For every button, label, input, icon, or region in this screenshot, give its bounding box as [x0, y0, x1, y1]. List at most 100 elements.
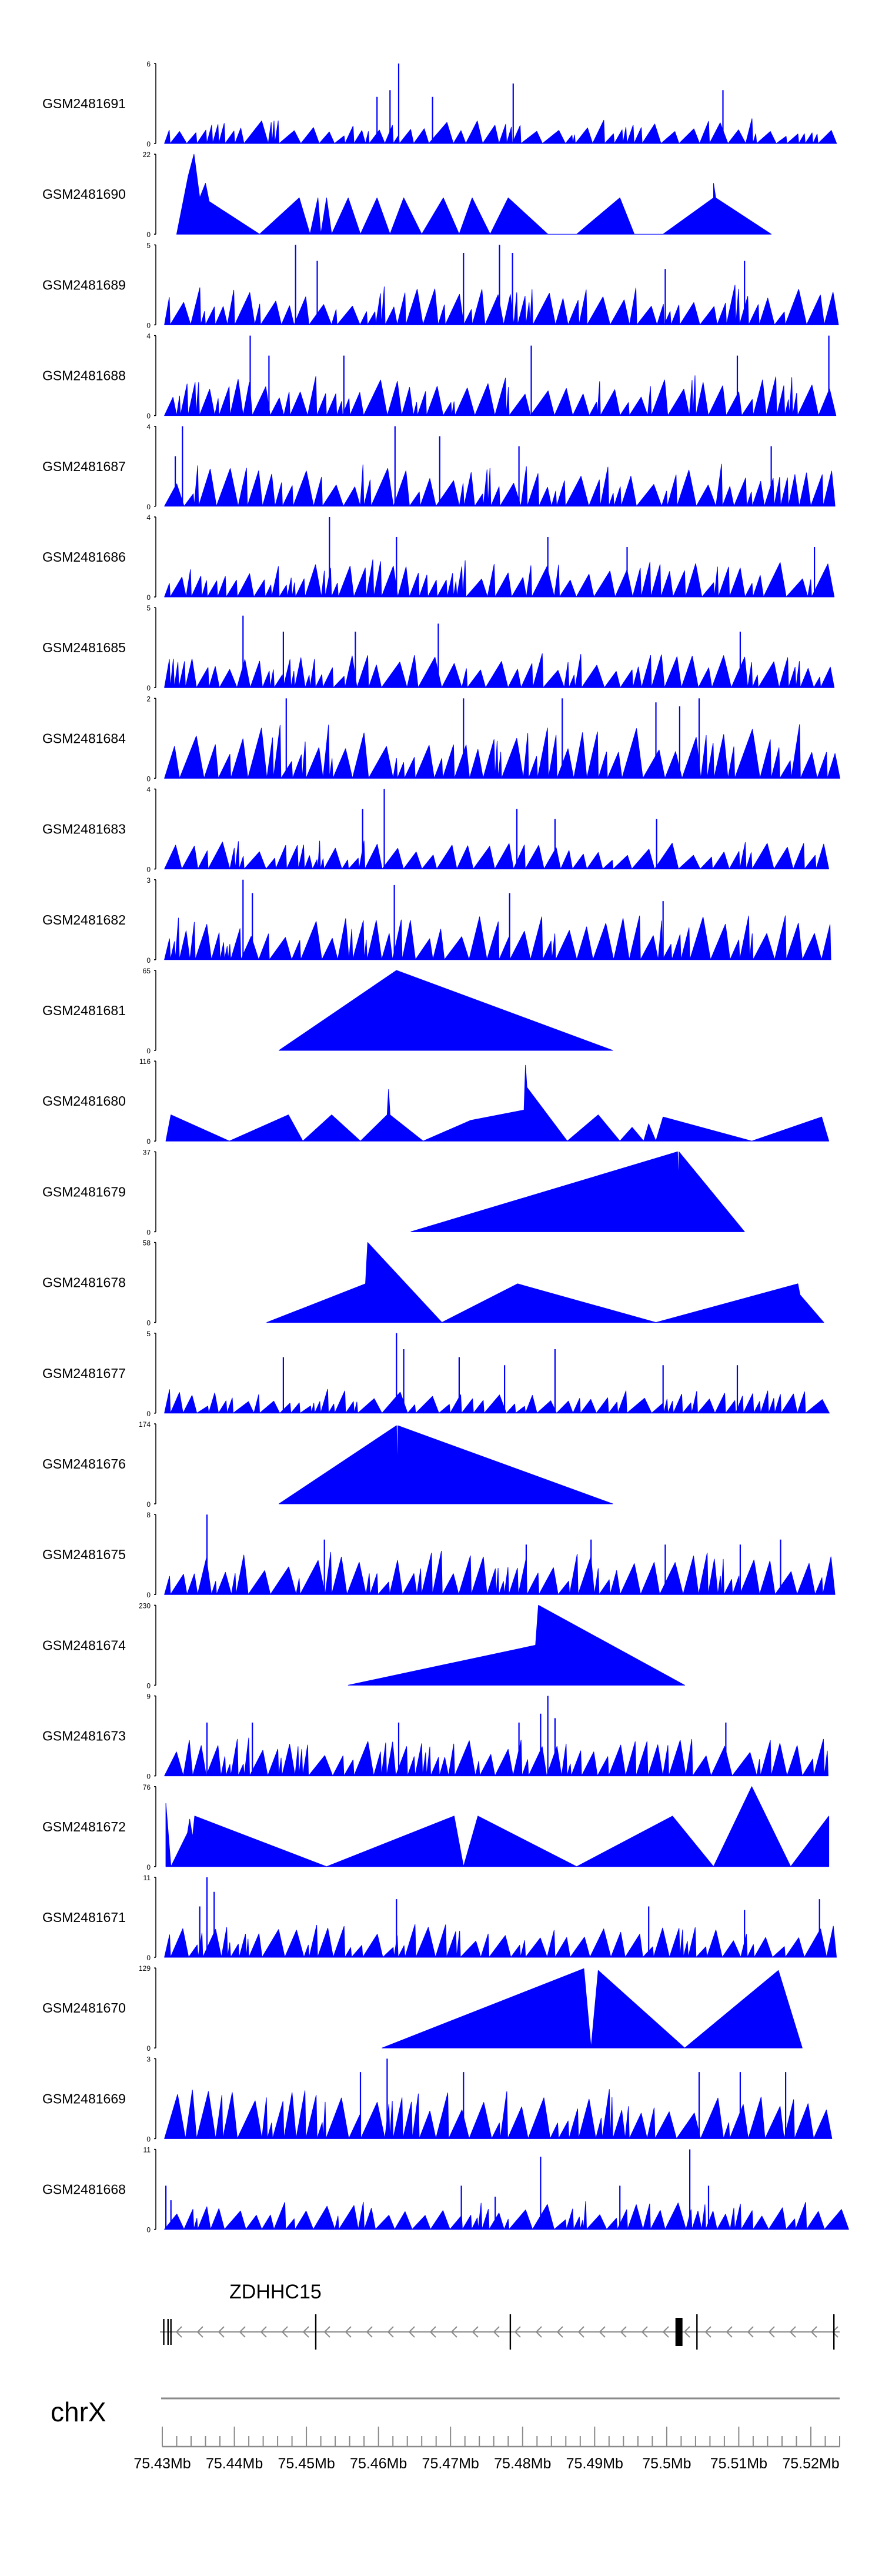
track-GSM2481679: GSM2481679 37 0 [42, 1148, 745, 1236]
y-tick-label-min: 0 [146, 1228, 151, 1236]
track-label: GSM2481670 [42, 2000, 126, 2016]
track-label: GSM2481671 [42, 1910, 126, 1925]
axis-tick-label: 75.51Mb [710, 2455, 767, 2472]
y-tick-label-min: 0 [146, 866, 151, 874]
track-GSM2481670: GSM2481670 129 0 [42, 1964, 803, 2053]
track-label: GSM2481677 [42, 1366, 126, 1381]
y-tick-label-min: 0 [146, 2226, 151, 2234]
strand-arrow [641, 2326, 648, 2338]
strand-arrow [789, 2326, 796, 2338]
y-tick-label-max: 11 [143, 2146, 151, 2154]
strand-arrow [620, 2326, 627, 2338]
strand-arrow [768, 2326, 775, 2338]
genome-axis: 75.43Mb 75.44Mb 75.45Mb 75.46Mb 75.47Mb 75.48… [133, 2427, 840, 2472]
strand-arrow [683, 2326, 690, 2338]
track-label: GSM2481680 [42, 1093, 126, 1109]
coverage-area [164, 724, 840, 779]
track-GSM2481668: GSM2481668 11 0 [42, 2146, 849, 2234]
track-label: GSM2481669 [42, 2091, 126, 2106]
track-label: GSM2481684 [42, 730, 126, 746]
coding-exon [675, 2318, 683, 2346]
track-GSM2481669: GSM2481669 3 0 [42, 2055, 833, 2143]
y-tick-label-max: 76 [143, 1783, 151, 1791]
axis-tick-label: 75.49Mb [566, 2455, 623, 2472]
coverage-area [164, 2089, 833, 2139]
y-tick-label-min: 0 [146, 412, 151, 421]
track-GSM2481671: GSM2481671 11 0 [42, 1874, 837, 1962]
y-tick-label-max: 5 [146, 1330, 151, 1338]
track-label: GSM2481687 [42, 459, 126, 474]
strand-arrow [366, 2326, 373, 2338]
y-tick-label-min: 0 [146, 231, 151, 239]
gene-model [160, 2314, 840, 2350]
strand-arrow [704, 2326, 711, 2338]
y-tick-label-min: 0 [146, 1773, 151, 1781]
y-tick-label-min: 0 [146, 1047, 151, 1055]
track-label: GSM2481676 [42, 1456, 126, 1471]
track-label: GSM2481689 [42, 277, 126, 292]
y-tick-label-min: 0 [146, 1954, 151, 1962]
strand-arrow [260, 2326, 267, 2338]
axis-tick-label: 75.48Mb [494, 2455, 551, 2472]
chromosome-track: chrX [51, 2397, 840, 2427]
track-label: GSM2481673 [42, 1729, 126, 1744]
y-tick-label-max: 5 [146, 604, 151, 612]
track-label: GSM2481681 [42, 1003, 126, 1018]
data-tracks: GSM248169160GSM2481690220GSM248168950GSM… [42, 60, 849, 2234]
axis-tick-label: 75.46Mb [350, 2455, 407, 2472]
y-tick-label-min: 0 [146, 956, 151, 965]
y-tick-label-max: 174 [139, 1420, 151, 1429]
coverage-area [382, 1968, 803, 2048]
strand-arrow [281, 2326, 288, 2338]
coverage-area [164, 2201, 849, 2230]
coverage-area [164, 1737, 828, 1777]
strand-arrow [747, 2326, 754, 2338]
y-tick-label-min: 0 [146, 775, 151, 783]
y-tick-label-max: 4 [146, 332, 151, 341]
y-tick-label-min: 0 [146, 140, 151, 148]
y-tick-label-max: 65 [143, 967, 151, 975]
track-GSM2481682: GSM2481682 3 0 [42, 876, 831, 965]
strand-arrow [556, 2326, 563, 2338]
strand-arrow [577, 2326, 584, 2338]
strand-arrow [196, 2326, 203, 2338]
track-GSM2481686: GSM2481686 4 0 [42, 513, 835, 602]
coverage-area [266, 1242, 824, 1323]
axis-tick-label: 75.44Mb [206, 2455, 263, 2472]
coverage-area [164, 915, 831, 960]
y-tick-label-max: 8 [146, 1511, 151, 1519]
strand-arrow [323, 2326, 330, 2338]
axis-tick-label: 75.47Mb [422, 2455, 479, 2472]
strand-arrow [429, 2326, 436, 2338]
strand-arrow [408, 2326, 415, 2338]
track-label: GSM2481668 [42, 2182, 126, 2197]
axis-tick-label: 75.43Mb [133, 2455, 191, 2472]
track-GSM2481684: GSM2481684 2 0 [42, 695, 840, 783]
y-tick-label-min: 0 [146, 1137, 151, 1146]
gene-name-label: ZDHHC15 [229, 2281, 322, 2303]
y-tick-label-min: 0 [146, 503, 151, 511]
y-tick-label-min: 0 [146, 2135, 151, 2143]
track-label: GSM2481688 [42, 368, 126, 383]
track-GSM2481680: GSM2481680 116 0 [42, 1057, 830, 1146]
y-tick-label-max: 4 [146, 786, 151, 794]
track-label: GSM2481675 [42, 1547, 126, 1562]
y-tick-label-max: 9 [146, 1693, 151, 1701]
track-label: GSM2481685 [42, 640, 126, 655]
y-tick-label-min: 0 [146, 1500, 151, 1509]
strand-arrow [599, 2326, 606, 2338]
strand-arrow [535, 2326, 542, 2338]
track-label: GSM2481683 [42, 822, 126, 837]
strand-arrow [514, 2326, 521, 2338]
strand-arrow [493, 2326, 500, 2338]
strand-arrow [218, 2326, 225, 2338]
track-GSM2481687: GSM2481687 4 0 [42, 423, 836, 511]
coverage-area [279, 1425, 613, 1504]
y-tick-label-max: 5 [146, 241, 151, 249]
track-GSM2481689: GSM2481689 5 0 [42, 241, 839, 329]
coverage-area [348, 1604, 685, 1686]
y-tick-label-max: 11 [143, 1874, 151, 1882]
track-GSM2481673: GSM2481673 9 0 [42, 1693, 828, 1781]
coverage-area [164, 1550, 836, 1595]
